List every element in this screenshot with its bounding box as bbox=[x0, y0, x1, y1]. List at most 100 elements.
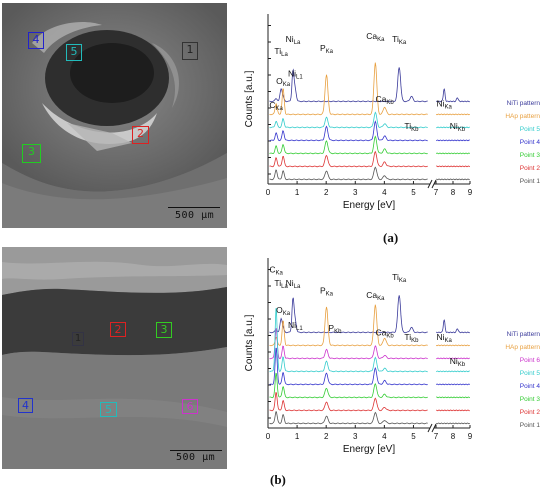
series-label: NiTi pattern bbox=[507, 100, 541, 107]
x-tick-label: 9 bbox=[468, 188, 473, 197]
marker-a-3: 3 bbox=[22, 144, 41, 163]
x-tick-label: 2 bbox=[324, 188, 329, 197]
spectrum-line-hap-pattern bbox=[269, 304, 471, 347]
scale-bar-a bbox=[168, 207, 220, 208]
x-tick-label: 8 bbox=[451, 432, 456, 441]
x-tick-label: 4 bbox=[382, 432, 387, 441]
marker-a-5: 5 bbox=[66, 44, 82, 61]
marker-b-6: 6 bbox=[182, 399, 198, 414]
marker-a-1: 1 bbox=[182, 42, 198, 60]
series-label: NiTi pattern bbox=[507, 331, 541, 338]
eds-spectrum-chart-b: 0 1 2 3 4 5 7 8 9 Energy [eV] Counts [a.u.] NiTi pa… bbox=[244, 258, 541, 455]
marker-b-3: 3 bbox=[156, 322, 172, 338]
marker-b-4: 4 bbox=[18, 398, 33, 413]
x-tick-label: 7 bbox=[434, 188, 439, 197]
x-axis-label: Energy [eV] bbox=[343, 200, 395, 211]
peak-annotation: NiKa bbox=[436, 99, 452, 111]
x-tick-label: 1 bbox=[295, 188, 300, 197]
series-label: Point 6 bbox=[520, 357, 541, 364]
eds-spectrum-chart-a: 0 1 2 3 4 5 7 8 9 Energy [eV] Counts [a.u.] NiTi pa… bbox=[244, 14, 541, 211]
spectrum-line-niti-pattern bbox=[269, 67, 471, 103]
peak-annotation: TiKa bbox=[392, 272, 407, 284]
peak-annotation: NiKb bbox=[450, 121, 466, 133]
marker-a-4: 4 bbox=[28, 32, 44, 49]
x-tick-label: 8 bbox=[451, 188, 456, 197]
y-axis-label: Counts [a.u.] bbox=[244, 314, 255, 371]
peak-annotation: NiLa bbox=[286, 34, 301, 46]
scale-label-a: 500 μm bbox=[175, 210, 215, 221]
spectrum-line-hap-pattern bbox=[269, 62, 471, 116]
x-tick-label: 2 bbox=[324, 432, 329, 441]
x-tick-label: 5 bbox=[411, 432, 416, 441]
peak-annotation: NiKa bbox=[436, 332, 452, 344]
series-label: Point 4 bbox=[520, 383, 541, 390]
axis-break-mark bbox=[431, 423, 437, 433]
marker-a-2: 2 bbox=[132, 126, 149, 144]
spectrum-line-point-2 bbox=[269, 392, 470, 412]
spectrum-line-point-4 bbox=[269, 347, 471, 386]
x-tick-label: 0 bbox=[266, 188, 271, 197]
panel-label-a: (a) bbox=[383, 230, 399, 245]
axis-break-mark bbox=[431, 179, 437, 189]
x-tick-label: 5 bbox=[411, 188, 416, 197]
peak-annotation: TiLa bbox=[274, 46, 288, 58]
y-axis-label: Counts [a.u.] bbox=[244, 70, 255, 127]
peak-annotation: PKa bbox=[320, 43, 334, 55]
x-tick-label: 1 bbox=[295, 432, 300, 441]
spectrum-line-point-5 bbox=[269, 307, 471, 373]
series-label: HAp pattern bbox=[505, 344, 540, 351]
series-label: Point 3 bbox=[520, 396, 541, 403]
x-axis-label: Energy [eV] bbox=[343, 444, 395, 455]
peak-annotation: TiKb bbox=[404, 121, 419, 133]
x-tick-label: 0 bbox=[266, 432, 271, 441]
x-tick-label: 3 bbox=[353, 432, 358, 441]
series-label: Point 3 bbox=[520, 152, 541, 159]
peak-annotation: NiL1 bbox=[288, 69, 303, 81]
peak-annotation: TiKa bbox=[392, 34, 407, 46]
peak-annotation: TiLa bbox=[274, 278, 288, 290]
series-label: Point 5 bbox=[520, 370, 541, 377]
peak-annotation: CaKa bbox=[366, 31, 385, 43]
x-tick-label: 3 bbox=[353, 188, 358, 197]
x-tick-label: 9 bbox=[468, 432, 473, 441]
sem-image-a bbox=[2, 3, 227, 228]
peak-annotation: NiKb bbox=[450, 356, 466, 368]
axis-break-mark bbox=[427, 179, 433, 189]
series-label: Point 4 bbox=[520, 139, 541, 146]
series-label: Point 1 bbox=[520, 422, 541, 429]
peak-annotation: PKa bbox=[320, 286, 334, 298]
x-tick-label: 4 bbox=[382, 188, 387, 197]
peak-annotation: CKa bbox=[269, 100, 283, 112]
scale-label-b: 500 μm bbox=[176, 452, 216, 463]
peak-annotation: CaKb bbox=[376, 94, 395, 106]
peak-annotation: OKa bbox=[276, 76, 291, 88]
peak-annotation: CKa bbox=[269, 265, 283, 277]
marker-b-1: 1 bbox=[72, 332, 84, 346]
series-label: Point 1 bbox=[520, 178, 541, 185]
peak-annotation: PKb bbox=[328, 323, 342, 335]
peak-annotation: NiL1 bbox=[288, 320, 303, 332]
spectrum-line-point-6 bbox=[269, 327, 470, 360]
peak-annotation: OKa bbox=[276, 305, 291, 317]
spectrum-line-point-1 bbox=[269, 411, 471, 425]
peak-annotation: CaKa bbox=[366, 290, 385, 302]
series-label: Point 2 bbox=[520, 165, 541, 172]
spectrum-line-niti-pattern bbox=[269, 295, 471, 334]
spectrum-line-point-1 bbox=[269, 166, 470, 181]
peak-annotation: CaKb bbox=[376, 328, 395, 340]
spectrum-line-point-3 bbox=[269, 372, 471, 399]
axis-break-mark bbox=[427, 423, 433, 433]
sem-image-b bbox=[2, 247, 227, 469]
x-tick-label: 7 bbox=[434, 432, 439, 441]
marker-b-5: 5 bbox=[100, 402, 117, 417]
series-label: Point 5 bbox=[520, 126, 541, 133]
series-label: Point 2 bbox=[520, 409, 541, 416]
peak-annotation: TiKb bbox=[404, 332, 419, 344]
panel-label-b: (b) bbox=[270, 472, 286, 487]
marker-b-2: 2 bbox=[110, 322, 126, 337]
spectrum-line-point-2 bbox=[269, 150, 471, 168]
spectrum-line-point-3 bbox=[269, 135, 471, 155]
spectrum-line-point-4 bbox=[269, 120, 471, 142]
peak-annotation: NiLa bbox=[286, 278, 301, 290]
spectrum-line-point-5 bbox=[269, 111, 470, 129]
